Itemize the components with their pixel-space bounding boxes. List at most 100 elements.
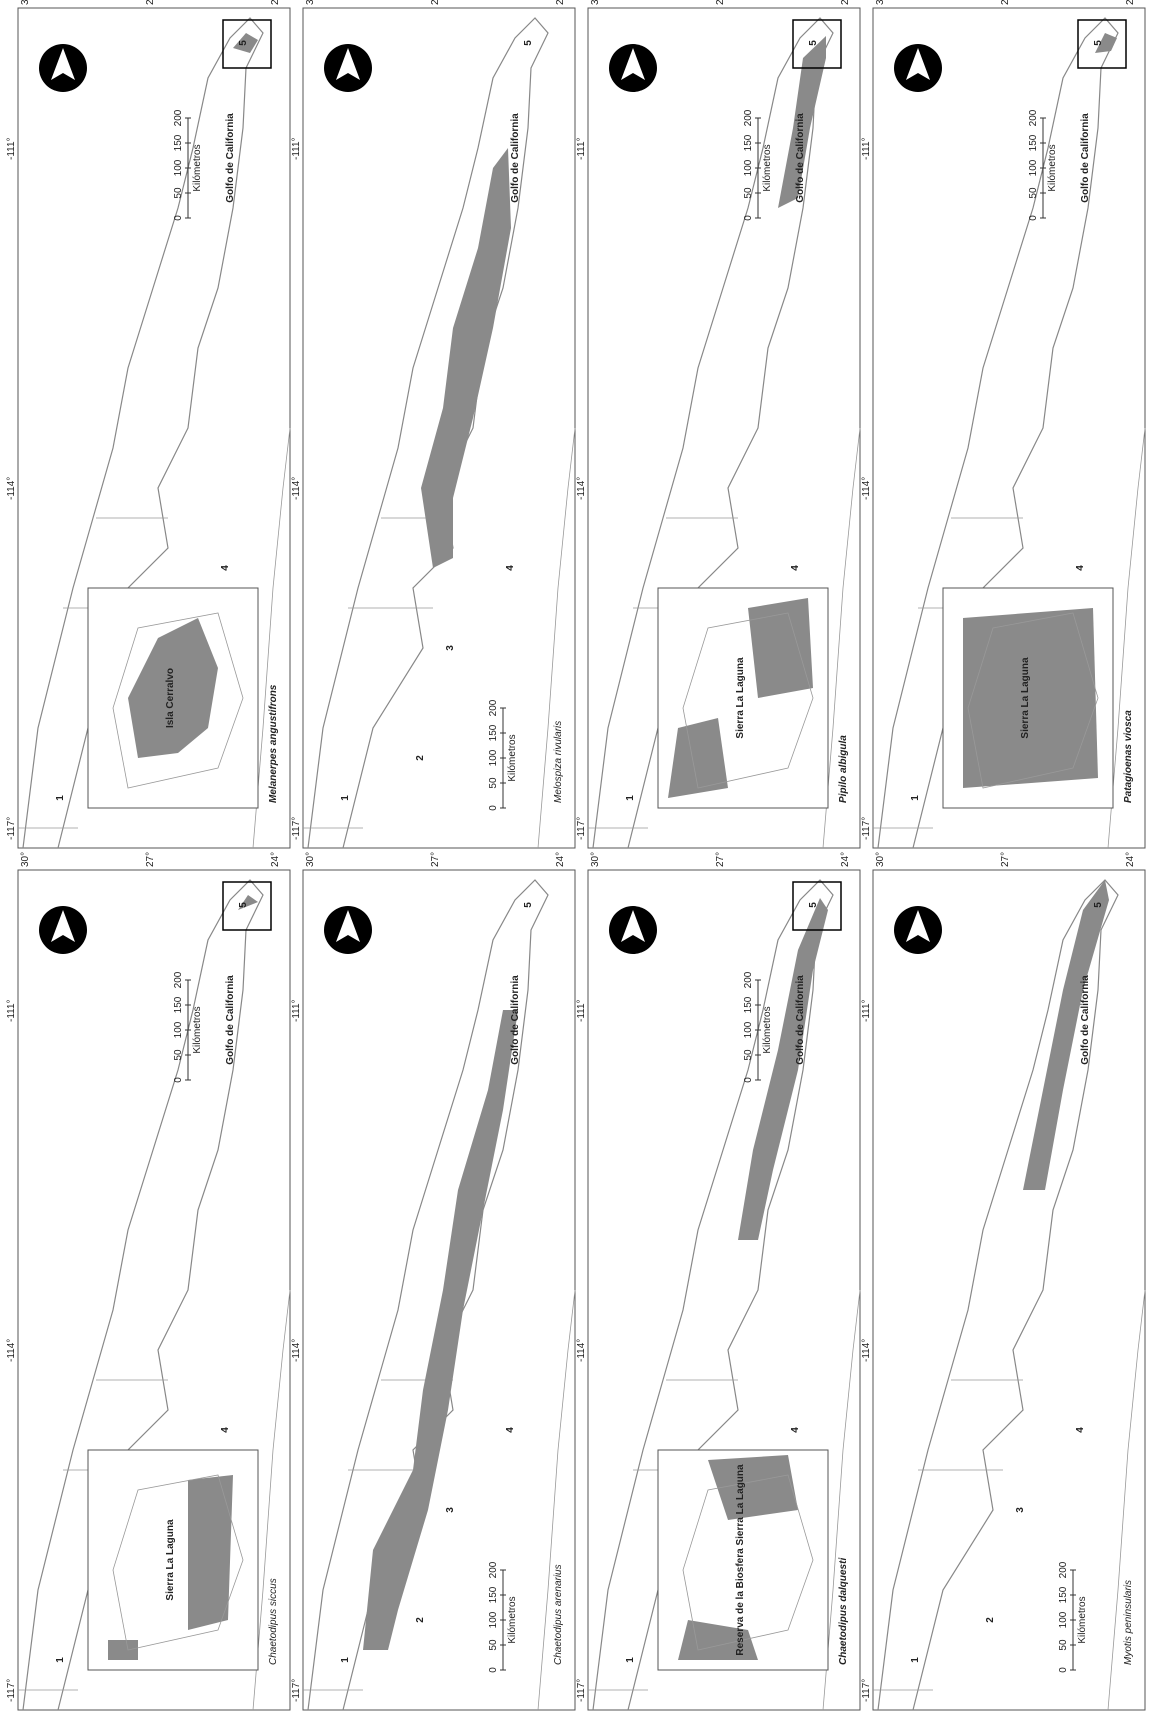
gulf-label: Golfo de California xyxy=(225,113,236,203)
longitude-label: -117° xyxy=(861,1679,872,1702)
region-number: 2 xyxy=(985,1617,996,1623)
longitude-label: -117° xyxy=(576,817,587,840)
region-number: 4 xyxy=(505,1427,516,1433)
region-number: 4 xyxy=(1075,565,1086,571)
gulf-label: Golfo de California xyxy=(510,975,521,1065)
latitude-label: 27° xyxy=(145,0,156,5)
longitude-label: -111° xyxy=(576,999,587,1022)
longitude-label: -117° xyxy=(291,817,302,840)
region-number: 1 xyxy=(625,1657,636,1663)
longitude-label: -111° xyxy=(861,137,872,160)
scale-unit: Kilómetros xyxy=(1077,1596,1088,1643)
map-panel: -117°-114°-111°30°27°24°12345Golfo de Ca… xyxy=(291,0,575,848)
scale-label: 50 xyxy=(1028,187,1039,199)
scale-label: 200 xyxy=(488,1561,499,1578)
region-number: 4 xyxy=(505,565,516,571)
region-number: 5 xyxy=(238,40,249,46)
scale-label: 0 xyxy=(488,805,499,811)
species-name: Melospiza rivularis xyxy=(553,721,564,803)
scale-label: 200 xyxy=(1028,109,1039,126)
species-name: Myotis peninsularis xyxy=(1123,1580,1134,1665)
region-number: 5 xyxy=(523,40,534,46)
scale-unit: Kilómetros xyxy=(762,1006,773,1053)
latitude-label: 27° xyxy=(430,0,441,5)
longitude-label: -111° xyxy=(576,137,587,160)
scale-label: 0 xyxy=(1028,215,1039,221)
figure: -117° -114° -111° 30° 27° 24° 1 2 3 4 5 Golfo de Ca… xyxy=(0,0,1167,1723)
gulf-label: Golfo de California xyxy=(225,975,236,1065)
scale-unit: Kilómetros xyxy=(1047,144,1058,191)
scale-label: 200 xyxy=(743,971,754,988)
latitude-label: 24° xyxy=(270,852,281,867)
inset-label: Isla Cerralvo xyxy=(165,668,176,728)
scale-label: 150 xyxy=(1028,134,1039,151)
latitude-label: 30° xyxy=(590,0,601,5)
inset-label: Sierra La Laguna xyxy=(1020,657,1031,739)
scale-label: 0 xyxy=(173,215,184,221)
region-number: 3 xyxy=(1015,1507,1026,1513)
scale-label: 200 xyxy=(488,699,499,716)
latitude-label: 30° xyxy=(875,852,886,867)
scale-label: 100 xyxy=(743,159,754,176)
panel-frame xyxy=(303,870,575,1710)
map-panel: -117°-114°-111°30°27°24°12345Golfo de Ca… xyxy=(576,0,860,848)
longitude-label: -117° xyxy=(861,817,872,840)
longitude-label: -114° xyxy=(861,1339,872,1362)
scale-label: 100 xyxy=(488,749,499,766)
latitude-label: 24° xyxy=(1125,0,1136,5)
scale-label: 150 xyxy=(173,134,184,151)
longitude-label: -114° xyxy=(576,1339,587,1362)
scale-label: 0 xyxy=(743,215,754,221)
longitude-label: -117° xyxy=(6,1679,17,1702)
longitude-label: -114° xyxy=(861,477,872,500)
scale-label: 50 xyxy=(743,1049,754,1061)
latitude-label: 24° xyxy=(555,852,566,867)
region-number: 1 xyxy=(340,795,351,801)
species-name: Patagioenas viosca xyxy=(1123,710,1134,803)
longitude-label: -111° xyxy=(291,137,302,160)
scale-label: 50 xyxy=(173,187,184,199)
scale-unit: Kilómetros xyxy=(192,1006,203,1053)
species-name: Chaetodipus dalquesti xyxy=(838,1558,849,1665)
scale-label: 0 xyxy=(173,1077,184,1083)
species-name: Chaetodipus arenarius xyxy=(553,1564,564,1665)
latitude-label: 30° xyxy=(590,852,601,867)
latitude-label: 27° xyxy=(715,852,726,867)
latitude-label: 27° xyxy=(430,852,441,867)
scale-unit: Kilómetros xyxy=(192,144,203,191)
inset-label: Sierra La Laguna xyxy=(165,1519,176,1601)
longitude-label: -114° xyxy=(6,1339,17,1362)
region-number: 5 xyxy=(523,902,534,908)
latitude-label: 30° xyxy=(305,852,316,867)
inset-label: Sierra La Laguna xyxy=(735,657,746,739)
scale-label: 50 xyxy=(173,1049,184,1061)
region-number: 1 xyxy=(625,795,636,801)
latitude-label: 27° xyxy=(1000,0,1011,5)
scale-label: 100 xyxy=(1058,1611,1069,1628)
scale-label: 0 xyxy=(743,1077,754,1083)
region-number: 1 xyxy=(910,1657,921,1663)
species-name: Pipilo albigula xyxy=(838,735,849,803)
species-name: Chaetodipus siccus xyxy=(268,1578,279,1665)
region-number: 1 xyxy=(55,795,66,801)
gulf-label: Golfo de California xyxy=(1080,113,1091,203)
longitude-label: -114° xyxy=(576,477,587,500)
longitude-label: -111° xyxy=(291,999,302,1022)
latitude-label: 24° xyxy=(270,0,281,5)
scale-label: 200 xyxy=(743,109,754,126)
region-number: 5 xyxy=(808,902,819,908)
longitude-label: -111° xyxy=(861,999,872,1022)
region-number: 2 xyxy=(415,1617,426,1623)
latitude-label: 24° xyxy=(840,0,851,5)
map-figure: -117° -114° -111° 30° 27° 24° 1 2 3 4 5 Golfo de Ca… xyxy=(0,0,1167,1723)
scale-label: 150 xyxy=(173,996,184,1013)
gulf-label: Golfo de California xyxy=(510,113,521,203)
region-number: 5 xyxy=(1093,40,1104,46)
inset-label: Reserva de la Biosfera Sierra La Laguna xyxy=(735,1464,746,1656)
region-number: 4 xyxy=(790,1427,801,1433)
latitude-label: 24° xyxy=(1125,852,1136,867)
scale-label: 100 xyxy=(488,1611,499,1628)
